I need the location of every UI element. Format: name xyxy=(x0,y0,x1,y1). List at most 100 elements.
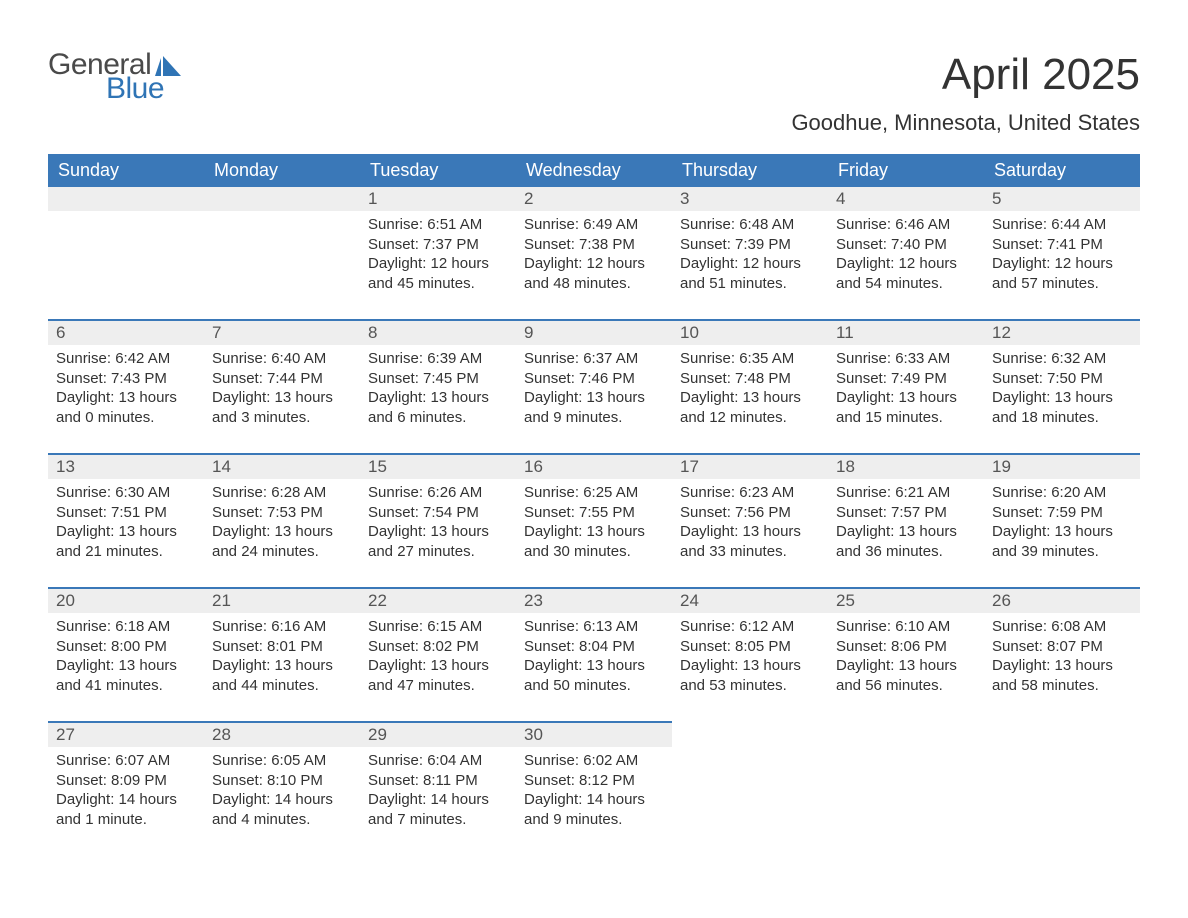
daylight-line: Daylight: 13 hours and 53 minutes. xyxy=(680,656,820,695)
sunrise-line: Sunrise: 6:16 AM xyxy=(212,617,352,637)
calendar-table: Sunday Monday Tuesday Wednesday Thursday… xyxy=(48,154,1140,837)
sunrise-line: Sunrise: 6:21 AM xyxy=(836,483,976,503)
sunrise-line: Sunrise: 6:15 AM xyxy=(368,617,508,637)
sunset-line: Sunset: 7:51 PM xyxy=(56,503,196,523)
day-number-cell xyxy=(672,721,828,747)
calendar-body: 12345Sunrise: 6:51 AMSunset: 7:37 PMDayl… xyxy=(48,187,1140,837)
sunset-line: Sunset: 8:05 PM xyxy=(680,637,820,657)
calendar-page: General Blue April 2025 Goodhue, Minneso… xyxy=(0,0,1188,877)
sunrise-line: Sunrise: 6:18 AM xyxy=(56,617,196,637)
day-detail-cell: Sunrise: 6:23 AMSunset: 7:56 PMDaylight:… xyxy=(672,479,828,587)
day-number-cell xyxy=(48,187,204,211)
day-detail-cell: Sunrise: 6:28 AMSunset: 7:53 PMDaylight:… xyxy=(204,479,360,587)
weekday-header: Thursday xyxy=(672,154,828,187)
sunset-line: Sunset: 7:41 PM xyxy=(992,235,1132,255)
day-detail-cell: Sunrise: 6:05 AMSunset: 8:10 PMDaylight:… xyxy=(204,747,360,837)
sunrise-line: Sunrise: 6:33 AM xyxy=(836,349,976,369)
daylight-line: Daylight: 13 hours and 6 minutes. xyxy=(368,388,508,427)
sunrise-line: Sunrise: 6:32 AM xyxy=(992,349,1132,369)
daylight-line: Daylight: 13 hours and 0 minutes. xyxy=(56,388,196,427)
day-detail-row: Sunrise: 6:18 AMSunset: 8:00 PMDaylight:… xyxy=(48,613,1140,721)
sunset-line: Sunset: 8:09 PM xyxy=(56,771,196,791)
weekday-header: Friday xyxy=(828,154,984,187)
day-number-cell xyxy=(828,721,984,747)
day-number-cell xyxy=(984,721,1140,747)
daylight-line: Daylight: 13 hours and 39 minutes. xyxy=(992,522,1132,561)
sunset-line: Sunset: 8:02 PM xyxy=(368,637,508,657)
logo: General Blue xyxy=(48,50,181,104)
sunset-line: Sunset: 7:46 PM xyxy=(524,369,664,389)
day-number-cell: 29 xyxy=(360,721,516,747)
day-number-cell: 4 xyxy=(828,187,984,211)
day-number-cell: 27 xyxy=(48,721,204,747)
daylight-line: Daylight: 13 hours and 27 minutes. xyxy=(368,522,508,561)
day-detail-cell: Sunrise: 6:20 AMSunset: 7:59 PMDaylight:… xyxy=(984,479,1140,587)
day-detail-row: Sunrise: 6:51 AMSunset: 7:37 PMDaylight:… xyxy=(48,211,1140,319)
sunrise-line: Sunrise: 6:05 AM xyxy=(212,751,352,771)
day-number-cell: 30 xyxy=(516,721,672,747)
sunset-line: Sunset: 8:00 PM xyxy=(56,637,196,657)
daylight-line: Daylight: 14 hours and 9 minutes. xyxy=(524,790,664,829)
sunrise-line: Sunrise: 6:35 AM xyxy=(680,349,820,369)
sunrise-line: Sunrise: 6:08 AM xyxy=(992,617,1132,637)
day-number-cell: 28 xyxy=(204,721,360,747)
day-detail-cell: Sunrise: 6:10 AMSunset: 8:06 PMDaylight:… xyxy=(828,613,984,721)
sunrise-line: Sunrise: 6:13 AM xyxy=(524,617,664,637)
sunset-line: Sunset: 8:12 PM xyxy=(524,771,664,791)
daylight-line: Daylight: 12 hours and 45 minutes. xyxy=(368,254,508,293)
sunrise-line: Sunrise: 6:12 AM xyxy=(680,617,820,637)
daylight-line: Daylight: 13 hours and 3 minutes. xyxy=(212,388,352,427)
day-number-cell: 26 xyxy=(984,587,1140,613)
daylight-line: Daylight: 12 hours and 48 minutes. xyxy=(524,254,664,293)
sunrise-line: Sunrise: 6:49 AM xyxy=(524,215,664,235)
weekday-header: Sunday xyxy=(48,154,204,187)
weekday-header: Wednesday xyxy=(516,154,672,187)
sunrise-line: Sunrise: 6:25 AM xyxy=(524,483,664,503)
day-detail-row: Sunrise: 6:30 AMSunset: 7:51 PM Daylight:… xyxy=(48,479,1140,587)
day-number-cell: 14 xyxy=(204,453,360,479)
weekday-header: Monday xyxy=(204,154,360,187)
daylight-line: Daylight: 13 hours and 24 minutes. xyxy=(212,522,352,561)
day-detail-cell: Sunrise: 6:25 AMSunset: 7:55 PMDaylight:… xyxy=(516,479,672,587)
sunrise-line: Sunrise: 6:40 AM xyxy=(212,349,352,369)
sunset-line: Sunset: 7:45 PM xyxy=(368,369,508,389)
day-detail-cell: Sunrise: 6:37 AMSunset: 7:46 PMDaylight:… xyxy=(516,345,672,453)
sunrise-line: Sunrise: 6:04 AM xyxy=(368,751,508,771)
day-detail-cell: Sunrise: 6:35 AMSunset: 7:48 PMDaylight:… xyxy=(672,345,828,453)
sunrise-line: Sunrise: 6:44 AM xyxy=(992,215,1132,235)
day-detail-cell: Sunrise: 6:51 AMSunset: 7:37 PMDaylight:… xyxy=(360,211,516,319)
daylight-line: Daylight: 13 hours and 30 minutes. xyxy=(524,522,664,561)
sunset-line: Sunset: 8:01 PM xyxy=(212,637,352,657)
day-number-cell: 20 xyxy=(48,587,204,613)
day-number-row: 6789101112 xyxy=(48,319,1140,345)
day-number-cell: 7 xyxy=(204,319,360,345)
sunrise-line: Sunrise: 6:10 AM xyxy=(836,617,976,637)
day-number-cell xyxy=(204,187,360,211)
daylight-line: Daylight: 13 hours and 12 minutes. xyxy=(680,388,820,427)
daylight-line: Daylight: 13 hours and 41 minutes. xyxy=(56,656,196,695)
sunset-line: Sunset: 7:56 PM xyxy=(680,503,820,523)
daylight-line: Daylight: 14 hours and 4 minutes. xyxy=(212,790,352,829)
day-detail-cell: Sunrise: 6:15 AMSunset: 8:02 PMDaylight:… xyxy=(360,613,516,721)
weekday-header: Saturday xyxy=(984,154,1140,187)
day-number-cell: 3 xyxy=(672,187,828,211)
day-number-cell: 18 xyxy=(828,453,984,479)
day-number-cell: 6 xyxy=(48,319,204,345)
day-detail-cell xyxy=(984,747,1140,837)
day-number-cell: 9 xyxy=(516,319,672,345)
daylight-line: Daylight: 14 hours and 7 minutes. xyxy=(368,790,508,829)
sunrise-line: Sunrise: 6:51 AM xyxy=(368,215,508,235)
daylight-line: Daylight: 13 hours and 56 minutes. xyxy=(836,656,976,695)
day-detail-cell: Sunrise: 6:44 AMSunset: 7:41 PMDaylight:… xyxy=(984,211,1140,319)
sunrise-line: Sunrise: 6:07 AM xyxy=(56,751,196,771)
logo-word-2: Blue xyxy=(106,74,181,104)
logo-flag-icon xyxy=(155,56,181,76)
daylight-line: Daylight: 12 hours and 54 minutes. xyxy=(836,254,976,293)
sunrise-line: Sunrise: 6:37 AM xyxy=(524,349,664,369)
day-detail-cell xyxy=(828,747,984,837)
day-detail-row: Sunrise: 6:07 AMSunset: 8:09 PM Daylight:… xyxy=(48,747,1140,837)
sunset-line: Sunset: 7:38 PM xyxy=(524,235,664,255)
weekday-header-row: Sunday Monday Tuesday Wednesday Thursday… xyxy=(48,154,1140,187)
sunrise-line: Sunrise: 6:30 AM xyxy=(56,483,196,503)
day-detail-cell: Sunrise: 6:33 AMSunset: 7:49 PMDaylight:… xyxy=(828,345,984,453)
